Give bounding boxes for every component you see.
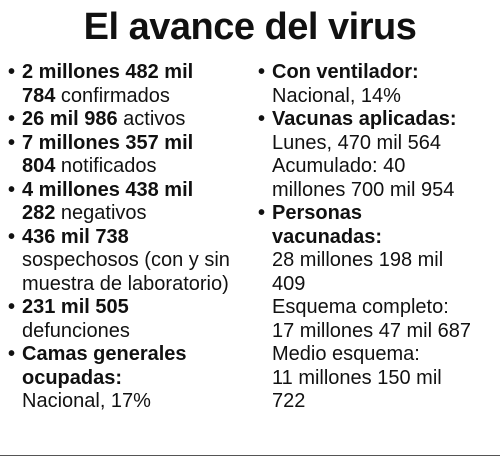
negativos-value: 4 millones 438 mil: [22, 178, 194, 201]
bottom-divider: [0, 455, 500, 456]
page-title: El avance del virus: [83, 6, 417, 48]
bullet-icon: •: [8, 343, 16, 365]
left-column: • 2 millones 482 mil 784 confirmados • 2…: [8, 61, 258, 414]
vacunas-acumulado: Acumulado: 40: [272, 155, 406, 177]
camas-heading-cont: ocupadas:: [22, 366, 123, 389]
personas-heading: Personas: [272, 202, 363, 224]
list-item-activos: • 26 mil 986 activos: [8, 108, 258, 132]
esquema-completo-label: Esquema completo:: [272, 296, 449, 318]
personas-heading-cont: vacunadas:: [272, 225, 383, 248]
defunciones-label: defunciones: [22, 319, 130, 342]
vacunas-lunes: Lunes, 470 mil 564: [272, 131, 442, 154]
list-item-personas: • Personas vacunadas: 28 millones 198 mi…: [258, 202, 500, 414]
bullet-icon: •: [258, 202, 266, 224]
list-item-defunciones: • 231 mil 505 defunciones: [8, 296, 258, 343]
sospechosos-label-cont: muestra de laboratorio): [22, 272, 229, 295]
notificados-value: 7 millones 357 mil: [22, 131, 194, 154]
defunciones-value: 231 mil 505: [22, 296, 129, 318]
activos-value: 26 mil 986: [22, 108, 118, 130]
bullet-icon: •: [8, 108, 16, 130]
confirmados-label: confirmados: [55, 84, 170, 107]
list-item-confirmados: • 2 millones 482 mil 784 confirmados: [8, 61, 258, 108]
activos-label: activos: [117, 108, 186, 130]
list-item-camas: • Camas generales ocupadas: Nacional, 17…: [8, 343, 258, 414]
personas-total-cont: 409: [272, 272, 306, 295]
list-item-notificados: • 7 millones 357 mil 804 notificados: [8, 132, 258, 179]
medio-esquema-value: 11 millones 150 mil: [272, 366, 442, 389]
camas-value: Nacional, 17%: [22, 390, 151, 412]
list-item-vacunas: • Vacunas aplicadas: Lunes, 470 mil 564 …: [258, 108, 500, 202]
bullet-icon: •: [8, 131, 16, 154]
bullet-icon: •: [8, 61, 16, 83]
vacunas-heading: Vacunas aplicadas:: [272, 108, 457, 130]
right-column: • Con ventilador: Nacional, 14% • Vacuna…: [258, 61, 500, 414]
confirmados-value: 2 millones 482 mil: [22, 61, 194, 83]
sospechosos-label: sospechosos (con y sin: [22, 249, 230, 271]
camas-heading: Camas generales: [22, 343, 187, 365]
negativos-value-end: 282: [22, 202, 56, 224]
medio-esquema-value-cont: 722: [272, 390, 306, 412]
bullet-icon: •: [8, 225, 16, 248]
sospechosos-value: 436 mil 738: [22, 225, 129, 248]
bullet-icon: •: [8, 296, 16, 318]
confirmados-value-end: 784: [22, 84, 56, 107]
ventilador-value: Nacional, 14%: [272, 84, 401, 107]
bullet-icon: •: [258, 61, 266, 83]
notificados-value-end: 804: [22, 155, 56, 177]
negativos-label: negativos: [55, 202, 147, 224]
list-item-ventilador: • Con ventilador: Nacional, 14%: [258, 61, 500, 108]
bullet-icon: •: [8, 178, 16, 201]
personas-total: 28 millones 198 mil: [272, 249, 444, 271]
vacunas-acumulado-cont: millones 700 mil 954: [272, 178, 455, 201]
esquema-completo-value: 17 millones 47 mil 687: [272, 319, 471, 342]
bullet-icon: •: [258, 108, 266, 130]
notificados-label: notificados: [55, 155, 157, 177]
list-item-negativos: • 4 millones 438 mil 282 negativos: [8, 179, 258, 226]
ventilador-heading: Con ventilador:: [272, 61, 419, 83]
list-item-sospechosos: • 436 mil 738 sospechosos (con y sin mue…: [8, 226, 258, 297]
medio-esquema-label: Medio esquema:: [272, 343, 420, 365]
